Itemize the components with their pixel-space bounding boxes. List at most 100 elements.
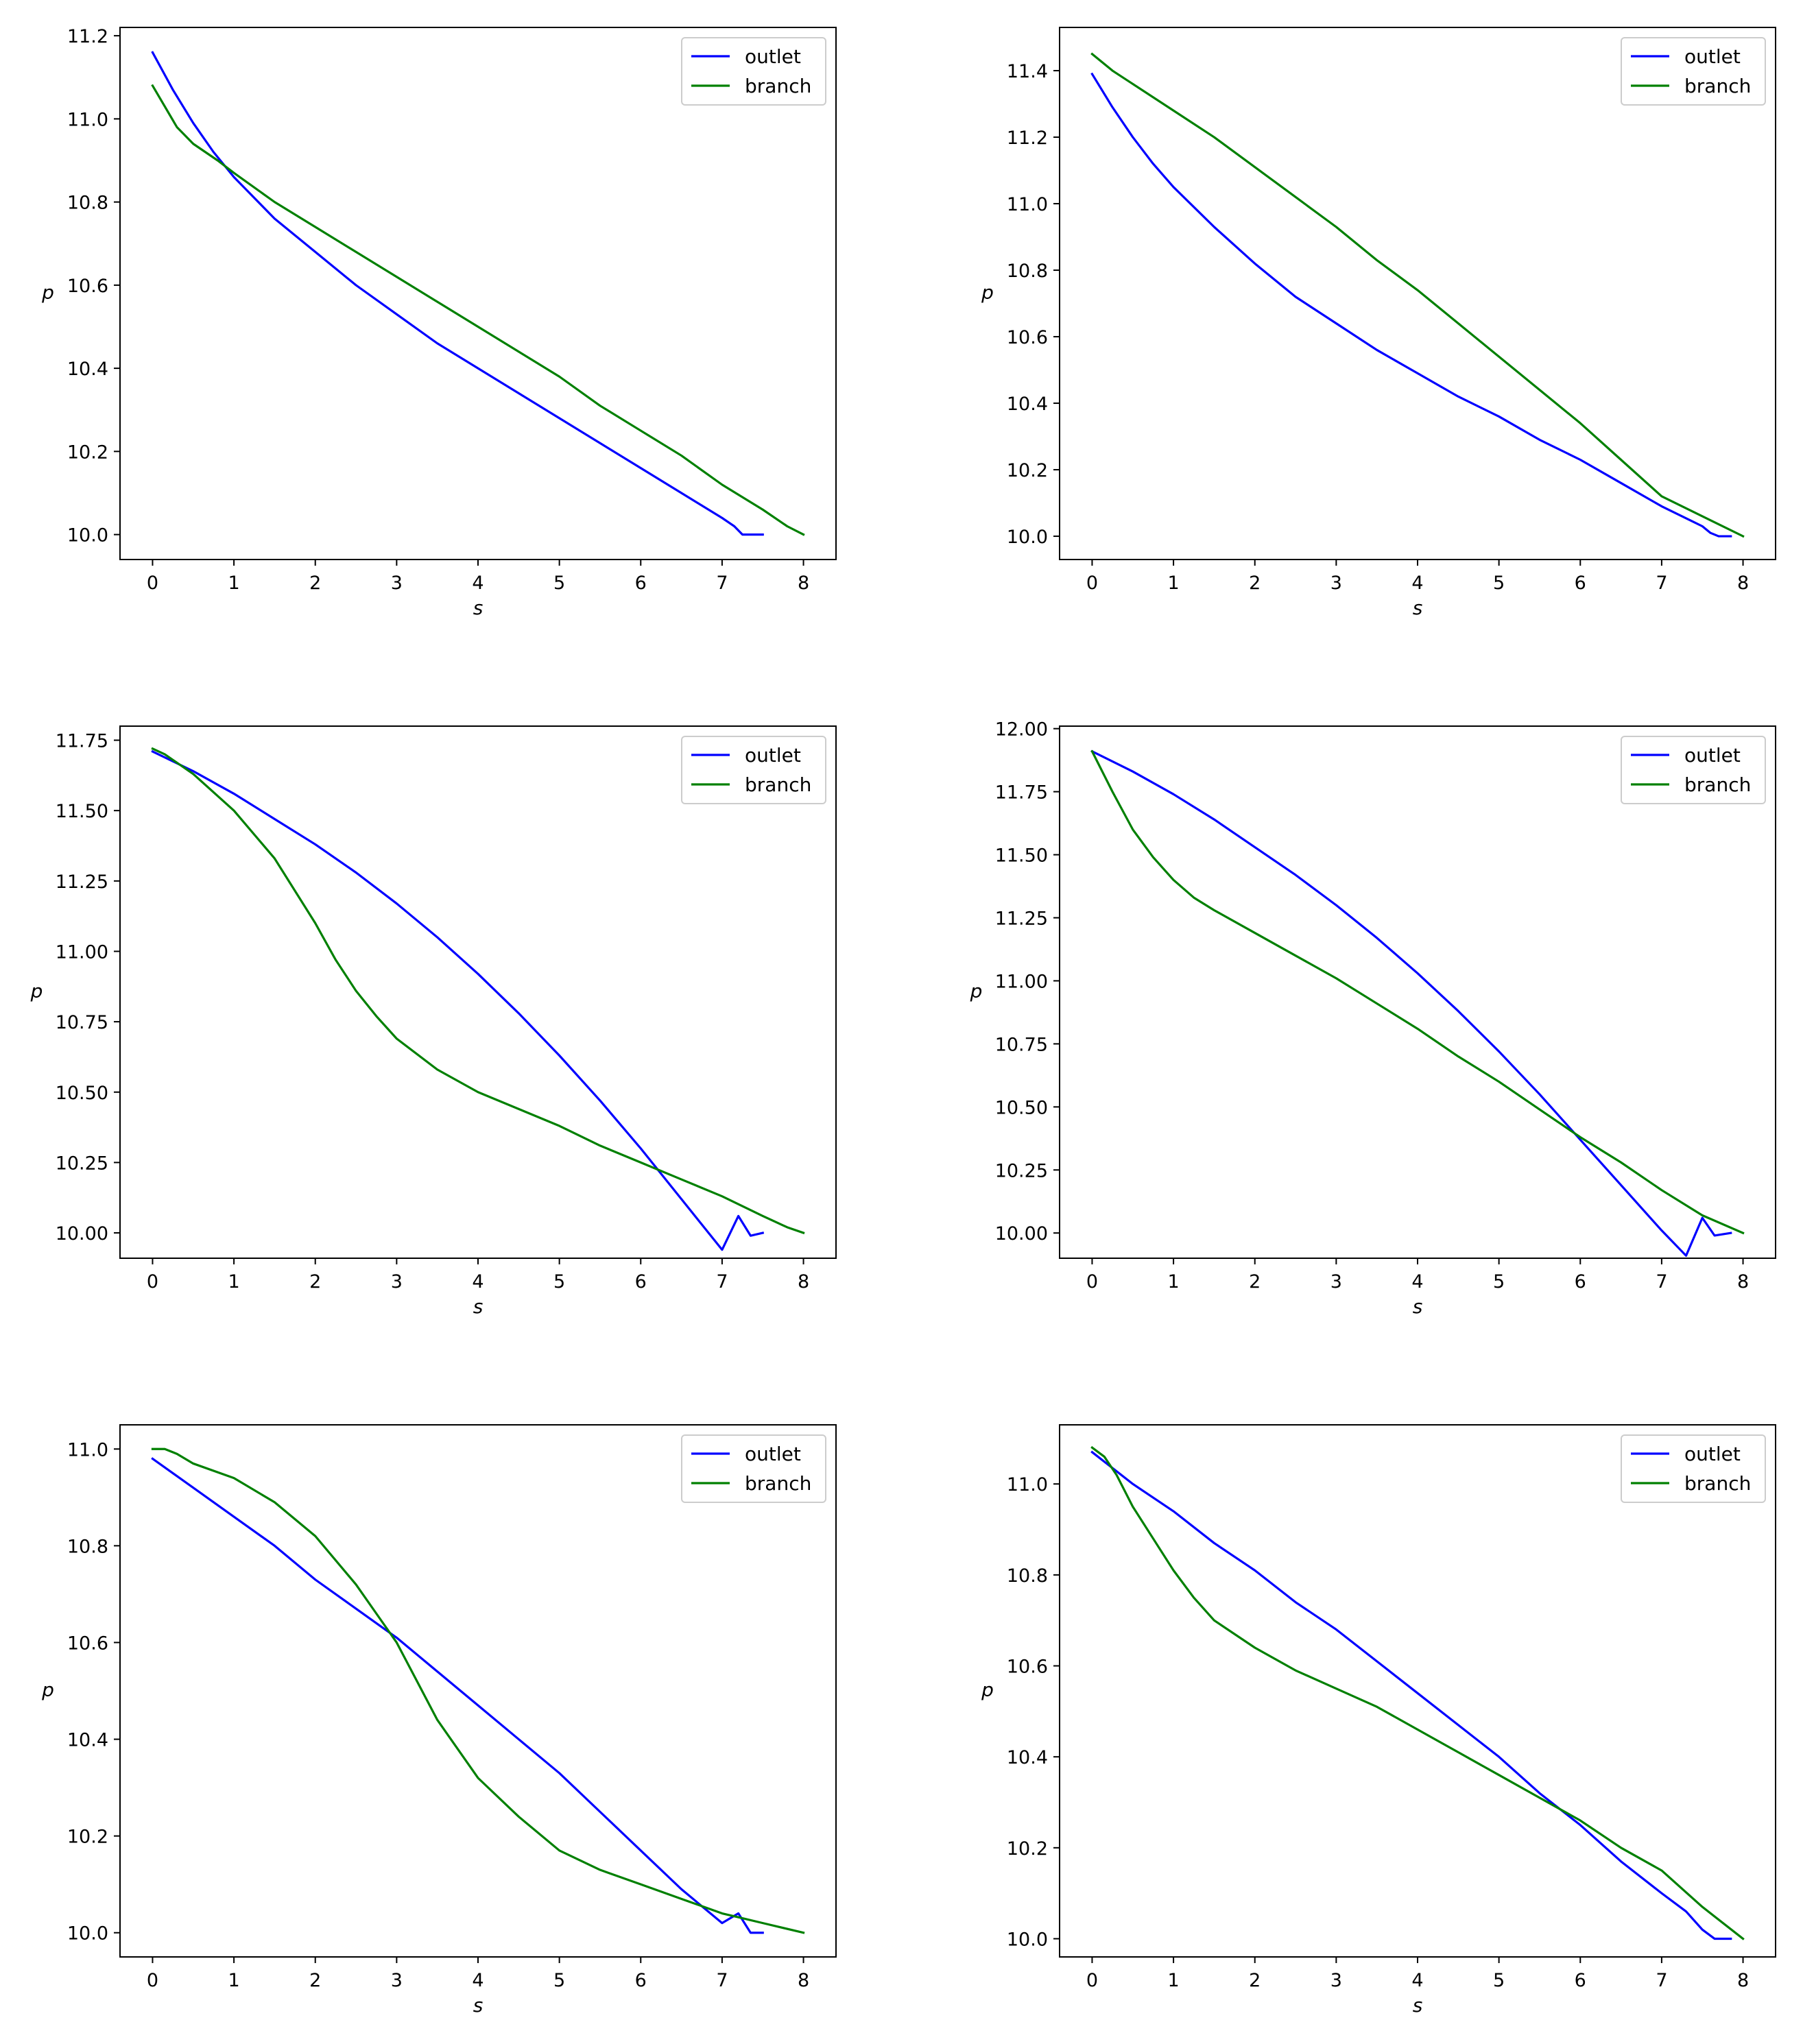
y-tick-label: 10.0	[1007, 1929, 1048, 1950]
x-tick-label: 4	[472, 1271, 483, 1292]
y-axis-label: p	[41, 281, 54, 304]
x-tick-label: 5	[1493, 573, 1505, 594]
series-line-branch	[1090, 749, 1745, 1235]
y-tick-label: 11.0	[67, 109, 108, 130]
y-tick-label: 10.8	[67, 1536, 108, 1557]
x-tick-label: 8	[1737, 1970, 1749, 1991]
x-tick-label: 1	[1167, 573, 1179, 594]
legend-box	[1621, 1434, 1766, 1503]
y-axis-label: p	[970, 980, 983, 1002]
x-axis-label: s	[473, 1295, 483, 1318]
x-axis-label: s	[1413, 1295, 1423, 1318]
x-tick-label: 8	[1737, 573, 1749, 594]
subplot-4: 0 1 2 3 4 5 6 7 8 10.00 10.25 10.50 10.75 11.00 11.25 1…	[970, 719, 1776, 1318]
x-tick-label: 5	[553, 1271, 565, 1292]
y-tick-label: 10.00	[56, 1223, 108, 1245]
plot-area	[120, 726, 836, 1258]
y-tick-label: 10.00	[995, 1223, 1048, 1245]
x-tick-label: 4	[472, 573, 483, 594]
y-tick-label: 10.2	[1007, 460, 1048, 481]
legend-box	[681, 37, 826, 106]
x-tick-label: 8	[1737, 1271, 1749, 1292]
y-tick-label: 10.25	[56, 1153, 108, 1174]
x-axis-label: s	[1413, 1994, 1423, 2017]
x-tick-label: 5	[1493, 1970, 1505, 1991]
y-tick-label: 10.75	[995, 1034, 1048, 1055]
x-tick-label: 4	[1411, 1970, 1423, 1991]
legend-label-branch: branch	[1684, 75, 1751, 97]
legend-label-outlet: outlet	[745, 744, 801, 767]
x-tick-label: 0	[147, 1271, 158, 1292]
x-axis-label: s	[1413, 597, 1423, 619]
x-tick-label: 2	[1249, 1970, 1261, 1991]
x-tick-label: 8	[798, 1970, 809, 1991]
plot-area	[120, 27, 836, 560]
plot-area	[1060, 27, 1776, 560]
series-line-branch	[1090, 1445, 1745, 1940]
y-axis-label: p	[30, 980, 43, 1002]
y-tick-label: 10.4	[1007, 394, 1048, 415]
y-tick-label: 11.4	[1007, 61, 1048, 82]
x-tick-label: 3	[1330, 1271, 1342, 1292]
legend-box	[681, 736, 826, 804]
y-tick-label: 10.25	[995, 1160, 1048, 1181]
series-line-outlet	[151, 749, 765, 1251]
legend-label-outlet: outlet	[1684, 744, 1741, 767]
x-tick-label: 7	[1656, 1970, 1667, 1991]
x-tick-label: 3	[1330, 1970, 1342, 1991]
x-tick-label: 0	[1086, 1970, 1098, 1991]
x-tick-label: 6	[635, 1970, 647, 1991]
legend: outlet branch	[681, 736, 826, 804]
y-tick-label: 11.2	[67, 26, 108, 47]
legend-label-branch: branch	[1684, 773, 1751, 796]
y-tick-label: 10.4	[67, 1730, 108, 1751]
y-tick-label: 10.8	[67, 193, 108, 214]
x-tick-label: 3	[391, 1271, 403, 1292]
subplot-3: 0 1 2 3 4 5 6 7 8 10.00 10.25 10.50 10.75 11.00 11.25 1…	[30, 725, 837, 1318]
series-line-outlet	[1090, 72, 1732, 538]
plot-area	[120, 1425, 836, 1957]
x-tick-label: 1	[228, 573, 239, 594]
legend-label-outlet: outlet	[1684, 45, 1741, 68]
y-axis-label: p	[41, 1679, 54, 1701]
y-tick-label: 11.0	[1007, 194, 1048, 215]
x-tick-label: 2	[1249, 1271, 1261, 1292]
y-tick-label: 10.2	[67, 442, 108, 463]
x-tick-label: 6	[635, 1271, 647, 1292]
x-tick-label: 1	[228, 1970, 239, 1991]
x-tick-label: 8	[798, 573, 809, 594]
y-tick-label: 10.8	[1007, 261, 1048, 282]
x-axis-label: s	[473, 597, 483, 619]
x-tick-label: 0	[147, 1970, 158, 1991]
x-tick-label: 0	[147, 573, 158, 594]
y-tick-label: 10.6	[67, 1633, 108, 1654]
x-axis-label: s	[473, 1994, 483, 2017]
series-line-branch	[151, 84, 805, 536]
y-tick-label: 10.6	[1007, 327, 1048, 348]
y-tick-label: 11.00	[56, 941, 108, 963]
y-axis-label: p	[981, 1679, 994, 1701]
x-tick-label: 3	[391, 573, 403, 594]
x-tick-label: 7	[716, 573, 728, 594]
legend-label-outlet: outlet	[1684, 1443, 1741, 1465]
y-tick-label: 10.50	[56, 1083, 108, 1104]
y-tick-label: 11.75	[56, 731, 108, 752]
plot-area	[1060, 726, 1776, 1258]
x-tick-label: 7	[716, 1271, 728, 1292]
y-tick-label: 11.50	[56, 801, 108, 822]
y-tick-label: 11.25	[995, 909, 1048, 930]
legend-box	[681, 1434, 826, 1503]
x-tick-label: 7	[1656, 573, 1667, 594]
x-tick-label: 1	[228, 1271, 239, 1292]
series-line-outlet	[151, 51, 764, 536]
y-tick-label: 10.4	[1007, 1747, 1048, 1768]
x-tick-label: 4	[1411, 1271, 1423, 1292]
legend-label-outlet: outlet	[745, 45, 801, 68]
legend-label-branch: branch	[1684, 1472, 1751, 1495]
y-tick-label: 10.75	[56, 1012, 108, 1033]
y-tick-label: 10.4	[67, 359, 108, 380]
y-tick-label: 10.6	[1007, 1657, 1048, 1678]
x-tick-label: 3	[391, 1970, 403, 1991]
x-tick-label: 2	[309, 573, 321, 594]
